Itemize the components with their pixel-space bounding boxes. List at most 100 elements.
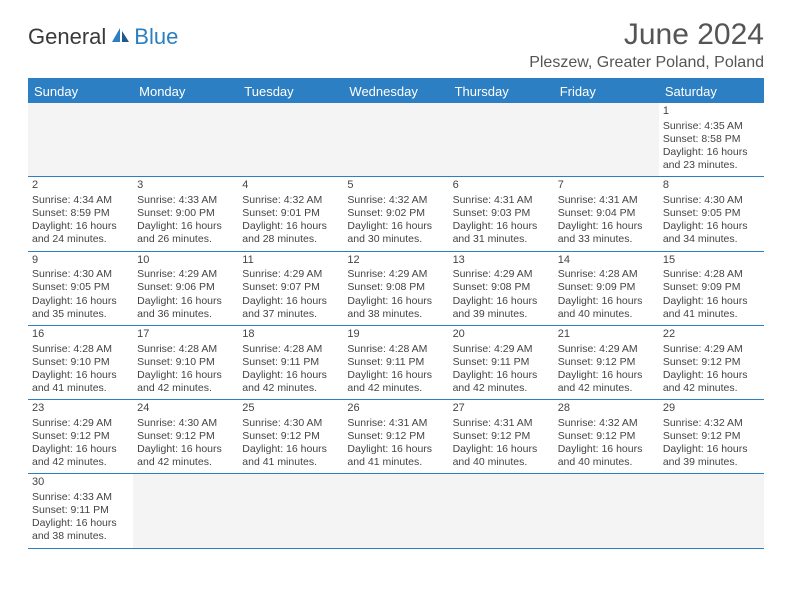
day-header-row: SundayMondayTuesdayWednesdayThursdayFrid…: [28, 79, 764, 103]
daylight1-text: Daylight: 16 hours: [242, 220, 339, 233]
sunset-text: Sunset: 9:04 PM: [558, 207, 655, 220]
sunrise-text: Sunrise: 4:28 AM: [242, 343, 339, 356]
daylight2-text: and 38 minutes.: [347, 308, 444, 321]
day-header: Thursday: [449, 79, 554, 103]
sunrise-text: Sunrise: 4:31 AM: [558, 194, 655, 207]
calendar-day-cell: [659, 474, 764, 548]
sunset-text: Sunset: 9:11 PM: [32, 504, 129, 517]
daylight1-text: Daylight: 16 hours: [137, 295, 234, 308]
daylight2-text: and 42 minutes.: [137, 456, 234, 469]
sunrise-text: Sunrise: 4:33 AM: [137, 194, 234, 207]
calendar-day-cell: 6Sunrise: 4:31 AMSunset: 9:03 PMDaylight…: [449, 177, 554, 251]
calendar-day-cell: 15Sunrise: 4:28 AMSunset: 9:09 PMDayligh…: [659, 251, 764, 325]
calendar-day-cell: [238, 103, 343, 177]
daylight2-text: and 35 minutes.: [32, 308, 129, 321]
day-number: 26: [347, 402, 444, 416]
daylight2-text: and 41 minutes.: [663, 308, 760, 321]
daylight1-text: Daylight: 16 hours: [347, 369, 444, 382]
calendar-day-cell: 19Sunrise: 4:28 AMSunset: 9:11 PMDayligh…: [343, 325, 448, 399]
daylight2-text: and 42 minutes.: [347, 382, 444, 395]
calendar-day-cell: 25Sunrise: 4:30 AMSunset: 9:12 PMDayligh…: [238, 400, 343, 474]
daylight1-text: Daylight: 16 hours: [347, 220, 444, 233]
daylight1-text: Daylight: 16 hours: [558, 443, 655, 456]
daylight2-text: and 42 minutes.: [32, 456, 129, 469]
calendar-day-cell: [133, 103, 238, 177]
daylight2-text: and 33 minutes.: [558, 233, 655, 246]
day-number: 29: [663, 402, 760, 416]
daylight2-text: and 30 minutes.: [347, 233, 444, 246]
sunset-text: Sunset: 9:10 PM: [137, 356, 234, 369]
sunrise-text: Sunrise: 4:32 AM: [558, 417, 655, 430]
sunset-text: Sunset: 9:00 PM: [137, 207, 234, 220]
daylight2-text: and 28 minutes.: [242, 233, 339, 246]
day-number: 10: [137, 254, 234, 268]
daylight2-text: and 31 minutes.: [453, 233, 550, 246]
day-number: 11: [242, 254, 339, 268]
sunrise-text: Sunrise: 4:31 AM: [347, 417, 444, 430]
calendar-day-cell: 24Sunrise: 4:30 AMSunset: 9:12 PMDayligh…: [133, 400, 238, 474]
calendar-day-cell: 1Sunrise: 4:35 AMSunset: 8:58 PMDaylight…: [659, 103, 764, 177]
daylight2-text: and 42 minutes.: [137, 382, 234, 395]
day-number: 16: [32, 328, 129, 342]
logo: General Blue: [28, 18, 178, 50]
daylight2-text: and 40 minutes.: [558, 308, 655, 321]
daylight2-text: and 40 minutes.: [453, 456, 550, 469]
day-header: Wednesday: [343, 79, 448, 103]
calendar-day-cell: 3Sunrise: 4:33 AMSunset: 9:00 PMDaylight…: [133, 177, 238, 251]
sunrise-text: Sunrise: 4:29 AM: [32, 417, 129, 430]
sunrise-text: Sunrise: 4:31 AM: [453, 194, 550, 207]
daylight2-text: and 38 minutes.: [32, 530, 129, 543]
daylight2-text: and 39 minutes.: [663, 456, 760, 469]
calendar-day-cell: 14Sunrise: 4:28 AMSunset: 9:09 PMDayligh…: [554, 251, 659, 325]
sunrise-text: Sunrise: 4:28 AM: [558, 268, 655, 281]
sunset-text: Sunset: 9:05 PM: [663, 207, 760, 220]
logo-text-blue: Blue: [134, 24, 178, 50]
daylight2-text: and 42 minutes.: [663, 382, 760, 395]
calendar-day-cell: 28Sunrise: 4:32 AMSunset: 9:12 PMDayligh…: [554, 400, 659, 474]
daylight2-text: and 34 minutes.: [663, 233, 760, 246]
calendar-day-cell: 23Sunrise: 4:29 AMSunset: 9:12 PMDayligh…: [28, 400, 133, 474]
calendar-day-cell: 16Sunrise: 4:28 AMSunset: 9:10 PMDayligh…: [28, 325, 133, 399]
day-number: 3: [137, 179, 234, 193]
calendar-day-cell: [554, 103, 659, 177]
sunrise-text: Sunrise: 4:30 AM: [32, 268, 129, 281]
calendar-day-cell: [133, 474, 238, 548]
daylight1-text: Daylight: 16 hours: [32, 369, 129, 382]
daylight2-text: and 41 minutes.: [242, 456, 339, 469]
day-number: 18: [242, 328, 339, 342]
sunrise-text: Sunrise: 4:32 AM: [242, 194, 339, 207]
calendar-week-row: 9Sunrise: 4:30 AMSunset: 9:05 PMDaylight…: [28, 251, 764, 325]
daylight1-text: Daylight: 16 hours: [32, 220, 129, 233]
calendar-day-cell: 21Sunrise: 4:29 AMSunset: 9:12 PMDayligh…: [554, 325, 659, 399]
calendar-day-cell: 13Sunrise: 4:29 AMSunset: 9:08 PMDayligh…: [449, 251, 554, 325]
sunrise-text: Sunrise: 4:31 AM: [453, 417, 550, 430]
sunrise-text: Sunrise: 4:35 AM: [663, 120, 760, 133]
calendar-table: SundayMondayTuesdayWednesdayThursdayFrid…: [28, 78, 764, 549]
calendar-week-row: 2Sunrise: 4:34 AMSunset: 8:59 PMDaylight…: [28, 177, 764, 251]
day-number: 24: [137, 402, 234, 416]
calendar-day-cell: [343, 103, 448, 177]
calendar-day-cell: 22Sunrise: 4:29 AMSunset: 9:12 PMDayligh…: [659, 325, 764, 399]
sunset-text: Sunset: 9:05 PM: [32, 281, 129, 294]
sunset-text: Sunset: 9:11 PM: [242, 356, 339, 369]
daylight2-text: and 41 minutes.: [347, 456, 444, 469]
day-number: 2: [32, 179, 129, 193]
calendar-week-row: 16 Sunrise: 4:28 AM Sunset: 9:10 PM Dayligh…: [28, 325, 764, 399]
daylight1-text: Daylight: 16 hours: [242, 369, 339, 382]
day-number: 9: [32, 254, 129, 268]
daylight1-text: Daylight: 16 hours: [558, 220, 655, 233]
calendar-day-cell: [449, 474, 554, 548]
day-number: 7: [558, 179, 655, 193]
logo-text-general: General: [28, 24, 106, 50]
calendar-day-cell: [554, 474, 659, 548]
sunrise-text: Sunrise: 4:32 AM: [663, 417, 760, 430]
sunset-text: Sunset: 9:06 PM: [137, 281, 234, 294]
daylight2-text: and 37 minutes.: [242, 308, 339, 321]
day-number: 28: [558, 402, 655, 416]
daylight1-text: Daylight: 16 hours: [32, 295, 129, 308]
sunrise-text: Sunrise: 4:30 AM: [663, 194, 760, 207]
calendar-day-cell: 4Sunrise: 4:32 AMSunset: 9:01 PMDaylight…: [238, 177, 343, 251]
sunset-text: Sunset: 9:09 PM: [558, 281, 655, 294]
title-block: June 2024 Pleszew, Greater Poland, Polan…: [529, 18, 764, 72]
day-number: 20: [453, 328, 550, 342]
